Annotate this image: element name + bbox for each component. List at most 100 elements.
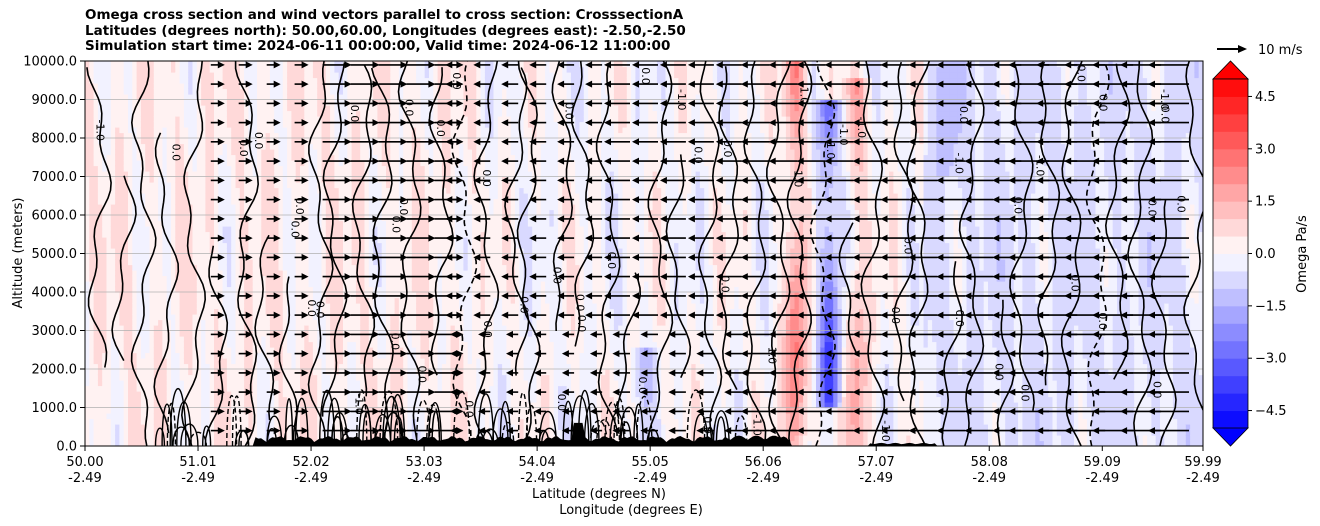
omega-cell (274, 127, 280, 134)
omega-cell (196, 187, 202, 194)
omega-cell (334, 352, 340, 359)
omega-cell (175, 110, 181, 117)
omega-cell (377, 402, 383, 409)
omega-cell (149, 171, 155, 178)
omega-cell (175, 176, 181, 183)
omega-cell (119, 413, 125, 420)
omega-cell (136, 105, 142, 112)
omega-cell (287, 242, 292, 249)
omega-cell (192, 77, 198, 84)
omega-cell (244, 154, 249, 161)
omega-cell (261, 99, 267, 106)
omega-cell (188, 176, 194, 183)
omega-cell (132, 72, 138, 79)
omega-cell (334, 248, 340, 255)
omega-cell (257, 61, 262, 68)
omega-cell (183, 193, 189, 200)
omega-cell (115, 308, 120, 315)
omega-cell (188, 237, 194, 244)
omega-cell (355, 385, 361, 392)
omega-cell (128, 380, 133, 387)
omega-cell (360, 275, 366, 282)
omega-cell (295, 149, 301, 156)
omega-cell (330, 77, 335, 84)
omega-cell (166, 259, 172, 266)
omega-cell (360, 325, 366, 332)
omega-cell (102, 385, 108, 392)
omega-cell (325, 407, 331, 414)
omega-cell (295, 88, 301, 95)
omega-cell (89, 385, 95, 392)
omega-cell (338, 215, 344, 222)
omega-cell (209, 209, 215, 216)
omega-cell (175, 171, 181, 178)
omega-cell (222, 220, 228, 227)
omega-cell (355, 292, 361, 299)
omega-cell (252, 352, 258, 359)
omega-cell (115, 303, 120, 310)
omega-cell (269, 248, 275, 255)
omega-cell (355, 314, 361, 321)
omega-cell (183, 253, 189, 260)
omega-cell (128, 336, 133, 343)
omega-cell (222, 88, 228, 95)
omega-cell (136, 435, 142, 442)
omega-cell (364, 182, 370, 189)
omega-cell (132, 435, 138, 442)
omega-cell (282, 154, 288, 161)
omega-cell (209, 336, 215, 343)
omega-cell (128, 116, 133, 123)
omega-cell (261, 127, 267, 134)
omega-cell (183, 248, 189, 255)
omega-cell (312, 215, 318, 222)
omega-cell (360, 369, 366, 376)
omega-cell (153, 264, 159, 271)
omega-cell (115, 83, 120, 90)
omega-cell (317, 336, 323, 343)
omega-cell (291, 88, 297, 95)
omega-cell (287, 215, 292, 222)
omega-cell (308, 61, 314, 68)
omega-cell (244, 171, 249, 178)
omega-cell (222, 143, 228, 150)
omega-cell (261, 248, 267, 255)
omega-cell (183, 237, 189, 244)
omega-cell (119, 440, 125, 446)
omega-cell (351, 127, 357, 134)
omega-cell (188, 303, 194, 310)
omega-cell (192, 352, 198, 359)
omega-cell (106, 402, 112, 409)
omega-cell (282, 237, 288, 244)
omega-cell (252, 308, 258, 315)
omega-cell (97, 61, 103, 68)
omega-cell (119, 116, 125, 123)
omega-cell (179, 61, 185, 68)
omega-cell (222, 209, 228, 216)
omega-cell (162, 215, 168, 222)
omega-cell (373, 127, 378, 134)
omega-cell (205, 440, 211, 446)
omega-cell (149, 72, 155, 79)
omega-cell (244, 127, 249, 134)
omega-cell (218, 105, 224, 112)
omega-cell (85, 319, 90, 326)
omega-cell (304, 226, 310, 233)
omega-cell (235, 149, 241, 156)
omega-cell (158, 215, 163, 222)
omega-cell (136, 253, 142, 260)
omega-cell (252, 176, 258, 183)
omega-cell (196, 330, 202, 337)
omega-cell (214, 105, 219, 112)
omega-cell (145, 160, 151, 167)
omega-cell (360, 165, 366, 172)
omega-cell (226, 358, 232, 365)
omega-cell (128, 270, 133, 277)
omega-cell (386, 380, 391, 387)
omega-cell (269, 396, 275, 403)
omega-cell (381, 121, 387, 128)
omega-cell (304, 275, 310, 282)
omega-cell (269, 193, 275, 200)
omega-cell (222, 396, 228, 403)
omega-cell (196, 132, 202, 139)
omega-cell (85, 347, 90, 354)
